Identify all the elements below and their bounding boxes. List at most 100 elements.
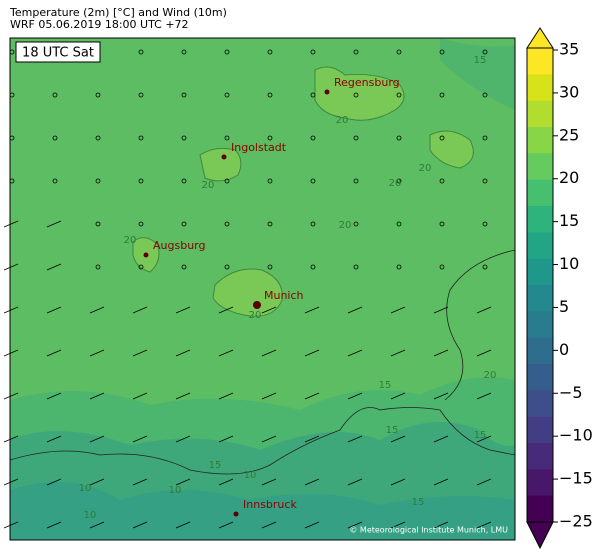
calm-marker: [353, 264, 359, 270]
barb: [132, 349, 148, 357]
calm-marker: [267, 221, 273, 227]
calm-marker: [396, 135, 402, 141]
colorbar-tick-label: 5: [559, 297, 569, 316]
barb: [3, 392, 19, 400]
time-label: 18 UTC Sat: [22, 46, 94, 61]
city-marker: [143, 252, 149, 258]
calm-marker: [181, 221, 187, 227]
time-box: [15, 41, 101, 63]
calm-marker: [310, 49, 316, 55]
barb: [89, 306, 105, 314]
barb: [476, 478, 492, 486]
barb: [433, 349, 449, 357]
barb: [390, 521, 406, 529]
calm-marker: [224, 178, 230, 184]
calm-marker: [224, 92, 230, 98]
terrain: [10, 482, 515, 540]
barb: [476, 521, 492, 529]
calm-marker: [138, 92, 144, 98]
calm-marker: [224, 264, 230, 270]
barb: [261, 478, 277, 486]
calm-marker: [353, 135, 359, 141]
colorbar-band: [527, 232, 553, 260]
colorbar-tick-label: 15: [559, 211, 579, 230]
calm-marker: [224, 49, 230, 55]
barb: [218, 435, 234, 443]
contour-label: 20: [419, 163, 432, 174]
calm-marker: [181, 264, 187, 270]
calm-marker: [482, 92, 488, 98]
calm-marker: [439, 92, 445, 98]
colorbar-frame: [526, 47, 554, 523]
barb: [261, 306, 277, 314]
barb: [390, 392, 406, 400]
colorbar-tick-label: 35: [559, 40, 579, 59]
colorbar-band: [527, 495, 553, 523]
city-label: Augsburg: [153, 239, 205, 252]
colorbar-band: [527, 206, 553, 233]
calm-marker: [396, 92, 402, 98]
barb: [3, 220, 19, 228]
barb: [175, 306, 191, 314]
warm-area: [212, 268, 283, 317]
contour-label: 10: [84, 510, 97, 521]
calm-marker: [224, 135, 230, 141]
calm-marker: [310, 135, 316, 141]
contour-label: 20: [339, 220, 352, 231]
colorbar-tick-label: 25: [559, 125, 579, 144]
calm-marker: [95, 135, 101, 141]
barb: [46, 263, 62, 271]
calm-marker: [95, 264, 101, 270]
calm-marker: [310, 92, 316, 98]
warm-area: [314, 66, 405, 121]
subtitle: WRF 05.06.2019 18:00 UTC +72: [10, 18, 189, 31]
calm-marker: [482, 49, 488, 55]
calm-marker: [439, 178, 445, 184]
barb: [3, 349, 19, 357]
city-marker: [324, 89, 330, 95]
calm-marker: [310, 264, 316, 270]
barb: [476, 392, 492, 400]
map-frame: [9, 37, 516, 541]
barb: [347, 306, 363, 314]
barb: [347, 478, 363, 486]
calm-marker: [482, 135, 488, 141]
barb: [3, 435, 19, 443]
title: Temperature (2m) [°C] and Wind (10m): [9, 6, 227, 19]
barb: [304, 435, 320, 443]
calm-marker: [439, 264, 445, 270]
colorbar-band: [527, 179, 553, 207]
terrain: [440, 38, 515, 110]
contour-labels: 15 20 20 20 20 20 20 20 20 15 15 15 10 10 10 15 10 15: [79, 55, 497, 521]
colorbar-band: [527, 416, 553, 444]
calm-marker: [353, 221, 359, 227]
barb: [46, 478, 62, 486]
barb: [46, 349, 62, 357]
colorbar-band: [527, 258, 553, 286]
contour-label: 20: [202, 180, 215, 191]
barb: [347, 435, 363, 443]
colorbar-tick-label: −10: [559, 426, 593, 445]
calm-marker: [181, 135, 187, 141]
barb: [3, 521, 19, 529]
colorbar-band: [527, 469, 553, 497]
calm-marker: [138, 178, 144, 184]
barb: [347, 521, 363, 529]
calm-marker: [353, 178, 359, 184]
barb: [433, 435, 449, 443]
credit: © Meteorological Institute Munich, LMU: [349, 526, 508, 535]
barb: [347, 349, 363, 357]
warm-area: [199, 147, 242, 182]
calm-marker: [482, 221, 488, 227]
calm-marker: [138, 264, 144, 270]
colorbar-band: [527, 443, 553, 470]
barb: [390, 306, 406, 314]
barb: [175, 349, 191, 357]
calm-marker: [439, 49, 445, 55]
calm-marker: [267, 135, 273, 141]
calm-marker: [396, 178, 402, 184]
contour-label: 15: [209, 460, 222, 471]
barb: [218, 349, 234, 357]
